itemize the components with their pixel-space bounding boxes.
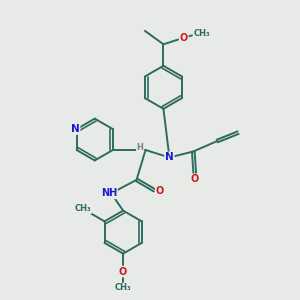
Text: CH₃: CH₃ [74,204,91,213]
Text: O: O [191,174,199,184]
Text: N: N [71,124,80,134]
Text: NH: NH [101,188,117,198]
Text: N: N [165,152,174,163]
Text: O: O [156,186,164,196]
Text: O: O [119,266,127,277]
Text: H: H [137,142,144,152]
Text: CH₃: CH₃ [193,29,210,38]
Text: O: O [180,33,188,43]
Text: CH₃: CH₃ [115,284,131,292]
